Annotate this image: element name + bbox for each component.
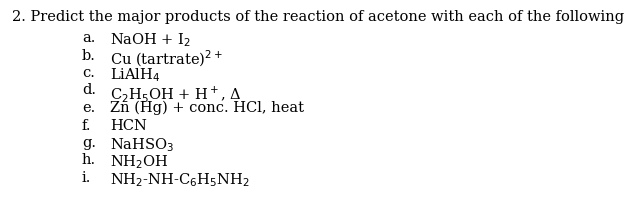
Text: b.: b.	[82, 48, 96, 62]
Text: 2. Predict the major products of the reaction of acetone with each of the follow: 2. Predict the major products of the rea…	[12, 10, 627, 24]
Text: a.: a.	[82, 31, 95, 45]
Text: NH$_2$-NH-C$_6$H$_5$NH$_2$: NH$_2$-NH-C$_6$H$_5$NH$_2$	[110, 171, 250, 189]
Text: LiAlH$_4$: LiAlH$_4$	[110, 66, 161, 84]
Text: NaOH + I$_2$: NaOH + I$_2$	[110, 31, 191, 49]
Text: g.: g.	[82, 136, 96, 150]
Text: d.: d.	[82, 83, 96, 98]
Text: Zn (Hg) + conc. HCl, heat: Zn (Hg) + conc. HCl, heat	[110, 101, 304, 115]
Text: e.: e.	[82, 101, 95, 115]
Text: i.: i.	[82, 171, 92, 185]
Text: c.: c.	[82, 66, 95, 80]
Text: C$_2$H$_5$OH + H$^+$, Δ: C$_2$H$_5$OH + H$^+$, Δ	[110, 83, 241, 104]
Text: NH$_2$OH: NH$_2$OH	[110, 154, 169, 171]
Text: f.: f.	[82, 119, 92, 132]
Text: h.: h.	[82, 154, 96, 167]
Text: NaHSO$_3$: NaHSO$_3$	[110, 136, 174, 154]
Text: Cu (tartrate)$^{2+}$: Cu (tartrate)$^{2+}$	[110, 48, 223, 69]
Text: HCN: HCN	[110, 119, 147, 132]
